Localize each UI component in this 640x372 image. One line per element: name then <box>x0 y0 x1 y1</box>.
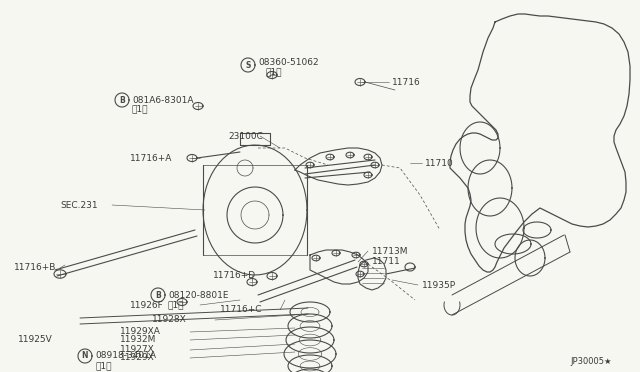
Text: 08120-8801E: 08120-8801E <box>168 291 228 299</box>
Text: （1）: （1） <box>168 301 184 310</box>
Text: 11929X: 11929X <box>120 353 155 362</box>
Text: 11716+D: 11716+D <box>213 270 256 279</box>
Text: 11716+C: 11716+C <box>220 305 262 314</box>
Text: （1）: （1） <box>95 362 111 371</box>
Text: 11925V: 11925V <box>18 336 52 344</box>
Text: S: S <box>245 61 251 70</box>
Text: 11710: 11710 <box>425 158 454 167</box>
Text: 11932M: 11932M <box>120 336 156 344</box>
Text: 11927X: 11927X <box>120 346 155 355</box>
Text: （1）: （1） <box>266 67 282 77</box>
Text: 11716+A: 11716+A <box>130 154 172 163</box>
Text: N: N <box>82 352 88 360</box>
Text: 11928X: 11928X <box>152 315 187 324</box>
Text: 11929XA: 11929XA <box>120 327 161 337</box>
Text: 11926F: 11926F <box>130 301 164 310</box>
Text: 08360-51062: 08360-51062 <box>258 58 319 67</box>
Text: 23100C: 23100C <box>228 131 263 141</box>
Text: 08918-3401A: 08918-3401A <box>95 352 156 360</box>
Text: 11716: 11716 <box>392 77 420 87</box>
Text: 11711: 11711 <box>372 257 401 266</box>
Text: JP30005★: JP30005★ <box>570 357 611 366</box>
Text: 11713M: 11713M <box>372 247 408 256</box>
Text: B: B <box>155 291 161 299</box>
Text: （1）: （1） <box>131 105 147 113</box>
Text: 081A6-8301A: 081A6-8301A <box>132 96 193 105</box>
Text: SEC.231: SEC.231 <box>60 201 98 209</box>
Text: B: B <box>119 96 125 105</box>
Text: 11716+B: 11716+B <box>14 263 56 273</box>
Text: 11935P: 11935P <box>422 280 456 289</box>
